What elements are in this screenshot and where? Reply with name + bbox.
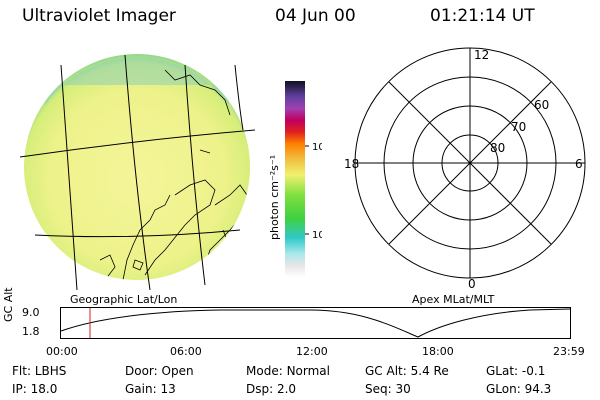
info-gain: Gain: 13 [125, 382, 176, 396]
mlt-label-12: 12 [474, 48, 489, 62]
info-mode: Mode: Normal [246, 364, 330, 378]
info-seq: Seq: 30 [365, 382, 411, 396]
lat-label-70: 70 [511, 120, 526, 134]
info-flt: Flt: LBHS [12, 364, 67, 378]
mlt-label-0: 0 [468, 277, 476, 290]
timeline-frame [60, 307, 571, 339]
info-dsp: Dsp: 2.0 [246, 382, 297, 396]
colorbar-unit-label: photon cm⁻²s⁻¹ [268, 155, 281, 240]
mlt-label-18: 18 [344, 157, 359, 171]
lat-label-80: 80 [490, 141, 505, 155]
colorbar: 100 10 photon cm⁻²s⁻¹ [268, 81, 322, 277]
timeline-xtick-1800: 18:00 [422, 345, 454, 358]
timeline-ylabel: GC Alt [2, 287, 15, 322]
caption-geographic: Geographic Lat/Lon [70, 293, 178, 306]
colorbar-gradient [285, 81, 305, 277]
uv-disk-image [19, 54, 256, 290]
info-gc-alt: GC Alt: 5.4 Re [365, 364, 449, 378]
app-title: Ultraviolet Imager [22, 6, 176, 26]
timeline-xtick-1200: 12:00 [296, 345, 328, 358]
geographic-grid [19, 54, 256, 290]
timeline-ytick-top: 9.0 [22, 306, 40, 319]
limb-glow [45, 57, 229, 105]
time-label: 01:21:14 UT [430, 6, 535, 26]
info-ip: IP: 18.0 [12, 382, 58, 396]
colorbar-tick-10: 10 [312, 230, 322, 241]
polar-diagonal-2 [388, 81, 552, 245]
timeline-xtick-2359: 23:59 [553, 345, 585, 358]
caption-apex: Apex MLat/MLT [412, 293, 495, 306]
altitude-timeline [60, 307, 571, 339]
info-glon: GLon: 94.3 [486, 382, 552, 396]
timeline-xtick-0600: 06:00 [170, 345, 202, 358]
colorbar-tick-100: 100 [312, 142, 322, 153]
earth-disk [24, 54, 250, 280]
altitude-curve [60, 308, 571, 338]
date-label: 04 Jun 00 [275, 6, 356, 26]
mlt-label-6: 6 [575, 157, 583, 171]
lat-label-60: 60 [534, 98, 549, 112]
polar-grid: 12 18 6 0 60 70 80 [344, 47, 586, 290]
info-door: Door: Open [125, 364, 194, 378]
info-glat: GLat: -0.1 [486, 364, 546, 378]
timeline-ytick-bottom: 1.8 [22, 325, 40, 338]
timeline-xtick-0000: 00:00 [46, 345, 78, 358]
